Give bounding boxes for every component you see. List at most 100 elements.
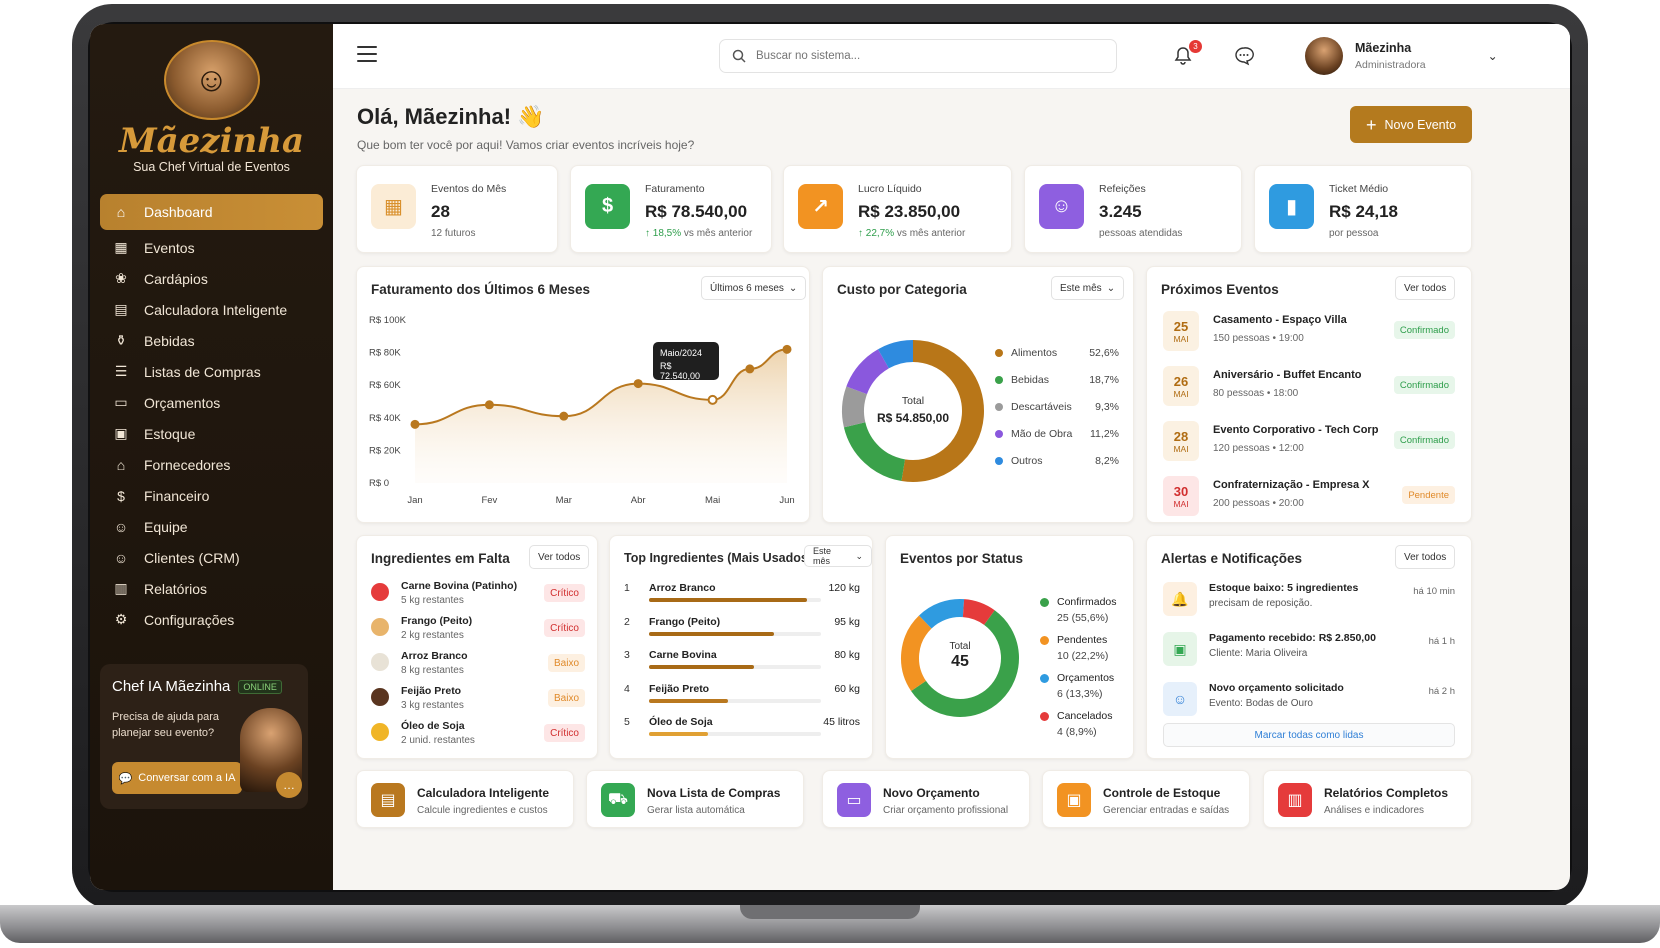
donut-segment[interactable] [843,421,906,482]
trend-up-icon: ↗ [798,184,843,229]
quick-action-card[interactable]: ▥ Relatórios Completos Análises e indicado… [1263,770,1472,828]
chat-floating-icon[interactable]: … [276,772,302,798]
sidebar-item-clientes-crm-[interactable]: ☺ Clientes (CRM) [100,542,323,573]
sidebar-item-dashboard[interactable]: ⌂ Dashboard [100,194,323,230]
donut-segment[interactable] [901,340,984,482]
data-point[interactable] [559,411,569,421]
sidebar-item-eventos[interactable]: ▦ Eventos [100,232,323,263]
event-row[interactable]: 26 MAI Aniversário - Buffet Encanto 80 pess… [1163,366,1455,408]
list-item[interactable]: 4 Feijão Preto 60 kg [624,681,860,713]
events-see-all[interactable]: Ver todos [1395,276,1456,300]
missing-see-all[interactable]: Ver todos [529,545,590,569]
sidebar-item-card-pios[interactable]: ❀ Cardápios [100,263,323,294]
chat-icon[interactable] [1234,46,1254,66]
donut-segment[interactable] [842,386,868,428]
list-item[interactable]: 2 Frango (Peito) 95 kg [624,614,860,646]
chevron-down-icon[interactable]: ⌄ [1487,49,1498,63]
page-subtitle: Que bom ter você por aqui! Vamos criar e… [357,138,695,152]
legend-detail: 4 (8,9%) [1057,726,1097,738]
ingredient-icon [371,723,389,741]
quick-action-card[interactable]: ▣ Controle de Estoque Gerenciar entradas e… [1042,770,1250,828]
event-row[interactable]: 30 MAI Confraternização - Empresa X 200 pes… [1163,476,1455,518]
top-filter[interactable]: Este mês ⌄ [804,545,872,567]
bell-icon[interactable] [1173,46,1193,66]
data-point[interactable] [745,364,755,374]
status-title: Eventos por Status [900,551,1024,566]
sidebar-item-fornecedores[interactable]: ⌂ Fornecedores [100,449,323,480]
top-title: Top Ingredientes (Mais Usados) [624,551,812,565]
list-item[interactable]: Frango (Peito) 2 kg restantes Crítico [371,615,585,649]
data-point[interactable] [782,344,792,354]
event-row[interactable]: 25 MAI Casamento - Espaço Villa 150 pessoas… [1163,311,1455,353]
list-item[interactable]: 5 Óleo de Soja 45 litros [624,714,860,746]
quick-action-card[interactable]: ▭ Novo Orçamento Criar orçamento profissio… [822,770,1030,828]
kpi-sub: ↑ 22,7% vs mês anterior [858,228,965,239]
sidebar-item-label: Clientes (CRM) [144,549,240,566]
hamburger-menu-icon[interactable] [357,46,377,62]
legend-pct: 11,2% [1090,428,1119,440]
donut-segment[interactable] [919,599,965,629]
sidebar-item-calculadora-inteligente[interactable]: ▤ Calculadora Inteligente [100,294,323,325]
list-item[interactable]: Feijão Preto 3 kg restantes Baixo [371,685,585,719]
list-item[interactable]: Carne Bovina (Patinho) 5 kg restantes Crít… [371,580,585,614]
event-date: 26 MAI [1163,366,1199,406]
search-input[interactable] [756,50,1076,62]
donut-segment[interactable] [911,610,1019,717]
legend-dot [995,430,1003,438]
sidebar-item-or-amentos[interactable]: ▭ Orçamentos [100,387,323,418]
sidebar-item-relat-rios[interactable]: ▥ Relatórios [100,573,323,604]
revenue-chart: R$ 0 R$ 20K R$ 40K R$ 60K R$ 80K R$ 100K Jan Fe… [369,315,795,506]
alert-item[interactable]: ☺ Novo orçamento solicitado Evento: Bodas … [1163,680,1455,726]
quick-action-card[interactable]: ⛟ Nova Lista de Compras Gerar lista automá… [586,770,804,828]
quick-action-card[interactable]: ▤ Calculadora Inteligente Calcule ingredie… [356,770,574,828]
list-item[interactable]: Arroz Branco 8 kg restantes Baixo [371,650,585,684]
tooltip-label: Maio/2024 [660,348,703,358]
data-point[interactable] [484,400,494,410]
sidebar-item-financeiro[interactable]: $ Financeiro [100,480,323,511]
donut-segment[interactable] [878,340,914,369]
alerts-see-all[interactable]: Ver todos [1395,545,1456,569]
ingredient-qty: 3 kg restantes [401,700,464,711]
sidebar-item-equipe[interactable]: ☺ Equipe [100,511,323,542]
list-item[interactable]: 1 Arroz Branco 120 kg [624,580,860,612]
usage-bar-fill [649,631,775,636]
chart-tooltip: Maio/2024 R$ 72.540,00 [653,342,719,381]
list-item[interactable]: 3 Carne Bovina 80 kg [624,647,860,679]
list-item[interactable]: Óleo de Soja 2 unid. restantes Crítico [371,720,585,754]
event-title: Aniversário - Buffet Encanto [1213,369,1362,381]
cost-legend-item: Descartáveis 9,3% [995,401,1119,413]
data-point[interactable] [707,394,718,405]
ingredient-qty: 80 kg [834,649,860,661]
new-event-button[interactable]: + Novo Evento [1350,106,1472,143]
mark-all-read-button[interactable]: Marcar todas como lidas [1163,723,1455,747]
donut-segment[interactable] [962,599,995,626]
sidebar-item-configura-es[interactable]: ⚙ Configurações [100,604,323,635]
cost-legend-item: Mão de Obra 11,2% [995,428,1119,440]
sidebar: ☺ Mãezinha Sua Chef Virtual de Eventos ⌂… [90,24,333,890]
sidebar-item-label: Listas de Compras [144,363,261,380]
chat-ia-button[interactable]: 💬 Conversar com a IA [112,762,242,794]
cost-filter[interactable]: Este mês ⌄ [1051,276,1125,300]
contacts-icon: ☺ [113,549,129,566]
alert-item[interactable]: 🔔 Estoque baixo: 5 ingredientes precisam d… [1163,580,1455,626]
donut-segment[interactable] [846,349,890,395]
ingredient-name: Frango (Peito) [401,615,473,627]
search-box[interactable] [719,39,1117,73]
greeting: Olá, Mãezinha! 👋 Que bom ter você por aq… [357,104,694,152]
usage-bar-fill [649,732,709,736]
data-point[interactable] [633,379,643,389]
event-info: 150 pessoas • 19:00 [1213,333,1304,344]
data-point[interactable] [410,419,420,429]
alert-item[interactable]: ▣ Pagamento recebido: R$ 2.850,00 Cliente:… [1163,630,1455,676]
revenue-title: Faturamento dos Últimos 6 Meses [371,282,591,297]
donut-segment[interactable] [901,615,932,691]
brand-logo[interactable]: ☺ Mãezinha Sua Chef Virtual de Eventos [90,24,333,184]
revenue-filter[interactable]: Últimos 6 meses ⌄ [701,276,807,300]
sidebar-item-listas-de-compras[interactable]: ☰ Listas de Compras [100,356,323,387]
sidebar-item-bebidas[interactable]: ⚱ Bebidas [100,325,323,356]
sidebar-item-estoque[interactable]: ▣ Estoque [100,418,323,449]
missing-title: Ingredientes em Falta [371,551,510,566]
user-menu[interactable]: Mãezinha Administradora ⌄ [1305,37,1498,75]
event-row[interactable]: 28 MAI Evento Corporativo - Tech Corp 120 p… [1163,421,1455,463]
money-icon: ▣ [1163,632,1197,666]
